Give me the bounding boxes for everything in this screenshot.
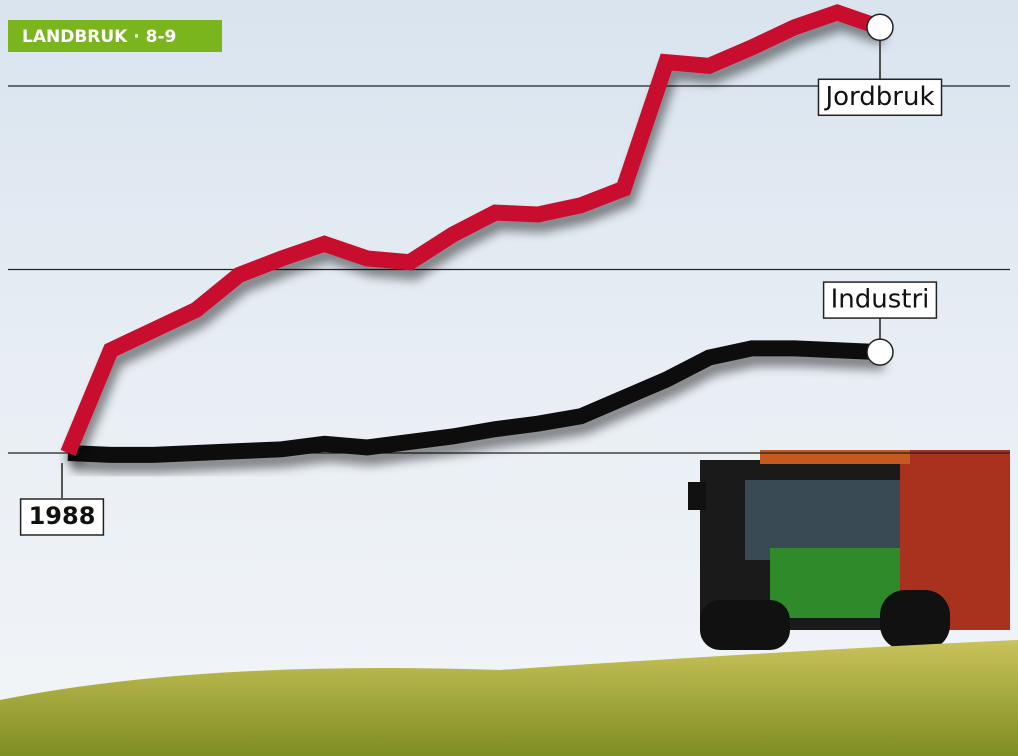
- section-tag: LANDBRUK · 8-9: [22, 27, 176, 47]
- x-tick-label: 1988: [29, 502, 96, 530]
- series-line: [60, 4, 883, 457]
- x-label-box: [19, 498, 105, 536]
- end-marker: [866, 338, 894, 366]
- tag-background: [8, 20, 222, 52]
- tractor: [688, 450, 1010, 650]
- end-marker: [866, 13, 894, 42]
- grass: [0, 640, 1018, 756]
- legend-label: Industri: [831, 285, 930, 315]
- legend-box: [817, 78, 943, 117]
- legend-label: Jordbruk: [823, 82, 934, 112]
- legend-box: [822, 281, 938, 319]
- series-line: [67, 340, 881, 463]
